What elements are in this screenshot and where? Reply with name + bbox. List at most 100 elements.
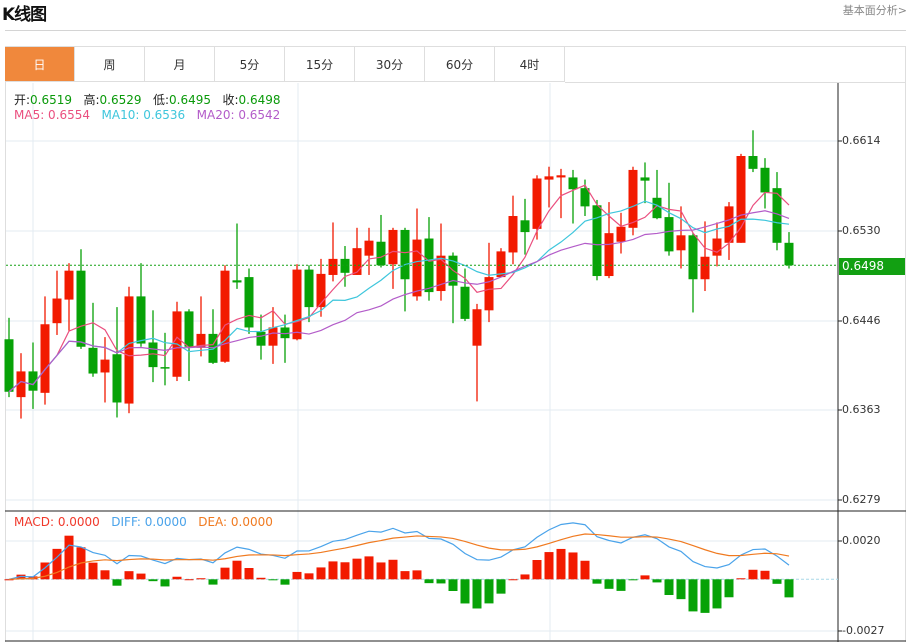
page-title: K线图 [2,5,47,25]
candle-down [244,277,254,328]
macd-bar [592,579,602,584]
candle-down [136,296,146,344]
macd-value: MACD: 0.0000 [14,515,100,529]
candle-up [508,216,518,253]
macd-bar [256,577,266,580]
macd-bar [772,579,782,584]
candle-down [160,367,170,369]
macd-bar [508,579,518,581]
macd-bar [40,562,50,580]
low-value: 0.6495 [169,93,212,107]
macd-bar [184,579,194,581]
macd-bar [676,579,686,600]
tab-15min[interactable]: 15分 [285,47,355,82]
candle-down [304,269,314,308]
candle-down [400,229,410,280]
macd-bar [448,579,458,591]
macd-bar [640,575,650,580]
macd-bar [628,579,638,581]
candle-up [352,248,362,275]
macd-bar [52,548,62,580]
macd-bar [784,579,794,598]
candle-down [688,235,698,280]
candle-down [232,280,242,283]
ma10-line [8,200,790,393]
candle-down [520,220,530,233]
macd-bar [544,552,554,580]
candle-down [748,156,758,169]
candle-down [280,327,290,339]
dea-line [8,533,790,580]
candle-down [784,242,794,266]
candle-down [772,188,782,243]
macd-bar [724,579,734,598]
macd-bar [484,579,494,604]
current-price-label: 0.6498 [839,258,905,275]
candle-up [316,273,326,308]
candle-up [64,270,74,300]
candle-down [580,188,590,207]
macd-bar [568,552,578,580]
macd-bar [520,574,530,580]
macd-bar [472,579,482,609]
macd-bar [652,579,662,583]
price-tick: 0.6530 [842,224,881,237]
candle-up [388,229,398,265]
macd-info: MACD: 0.0000 DIFF: 0.0000 DEA: 0.0000 [14,515,273,529]
tab-day[interactable]: 日 [5,47,75,82]
macd-bar [664,579,674,595]
ma-info: MA5: 0.6554 MA10: 0.6536 MA20: 0.6542 [14,108,280,122]
macd-bar [388,559,398,580]
tab-month[interactable]: 月 [145,47,215,82]
price-tick: 0.6446 [842,314,881,327]
macd-bar [232,560,242,580]
macd-bar [604,579,614,589]
macd-bar [760,570,770,580]
macd-bar [328,561,338,580]
macd-bar [400,571,410,580]
macd-bar [748,569,758,580]
macd-tick: -0.0027 [842,624,885,637]
macd-bar [376,562,386,580]
candle-up [412,239,422,297]
candle-up [676,235,686,251]
macd-bar [208,579,218,585]
candle-up [604,233,614,277]
tab-60min[interactable]: 60分 [425,47,495,82]
macd-bar [280,579,290,585]
candle-down [424,238,434,293]
macd-bar [316,567,326,580]
candle-up [616,226,626,242]
ma5-value: MA5: 0.6554 [14,108,91,122]
fundamental-analysis-link[interactable]: 基本面分析> [842,4,907,17]
macd-bar [616,579,626,591]
diff-line [8,522,790,580]
candle-down [652,197,662,219]
candle-up [100,359,110,373]
macd-bar [736,578,746,580]
tab-4hour[interactable]: 4时 [495,47,565,82]
candle-up [436,255,446,292]
macd-bar [172,576,182,580]
candle-up [532,178,542,229]
ohlc-info: 开:0.6519 高:0.6529 低:0.6495 收:0.6498 [14,91,281,108]
candle-up [364,240,374,256]
candle-down [376,241,386,266]
macd-bar [352,558,362,580]
tab-5min[interactable]: 5分 [215,47,285,82]
high-label: 高: [83,93,100,107]
low-label: 低: [153,93,170,107]
candle-down [592,205,602,277]
price-tick: 0.6279 [842,493,881,506]
macd-tick: 0.0020 [842,534,881,547]
candle-up [712,238,722,256]
tab-30min[interactable]: 30分 [355,47,425,82]
candle-up [736,156,746,243]
tab-week[interactable]: 周 [75,47,145,82]
candle-up [40,324,50,393]
candle-up [724,206,734,243]
candle-up [628,169,638,228]
candle-up [484,277,494,311]
candle-down [184,311,194,347]
